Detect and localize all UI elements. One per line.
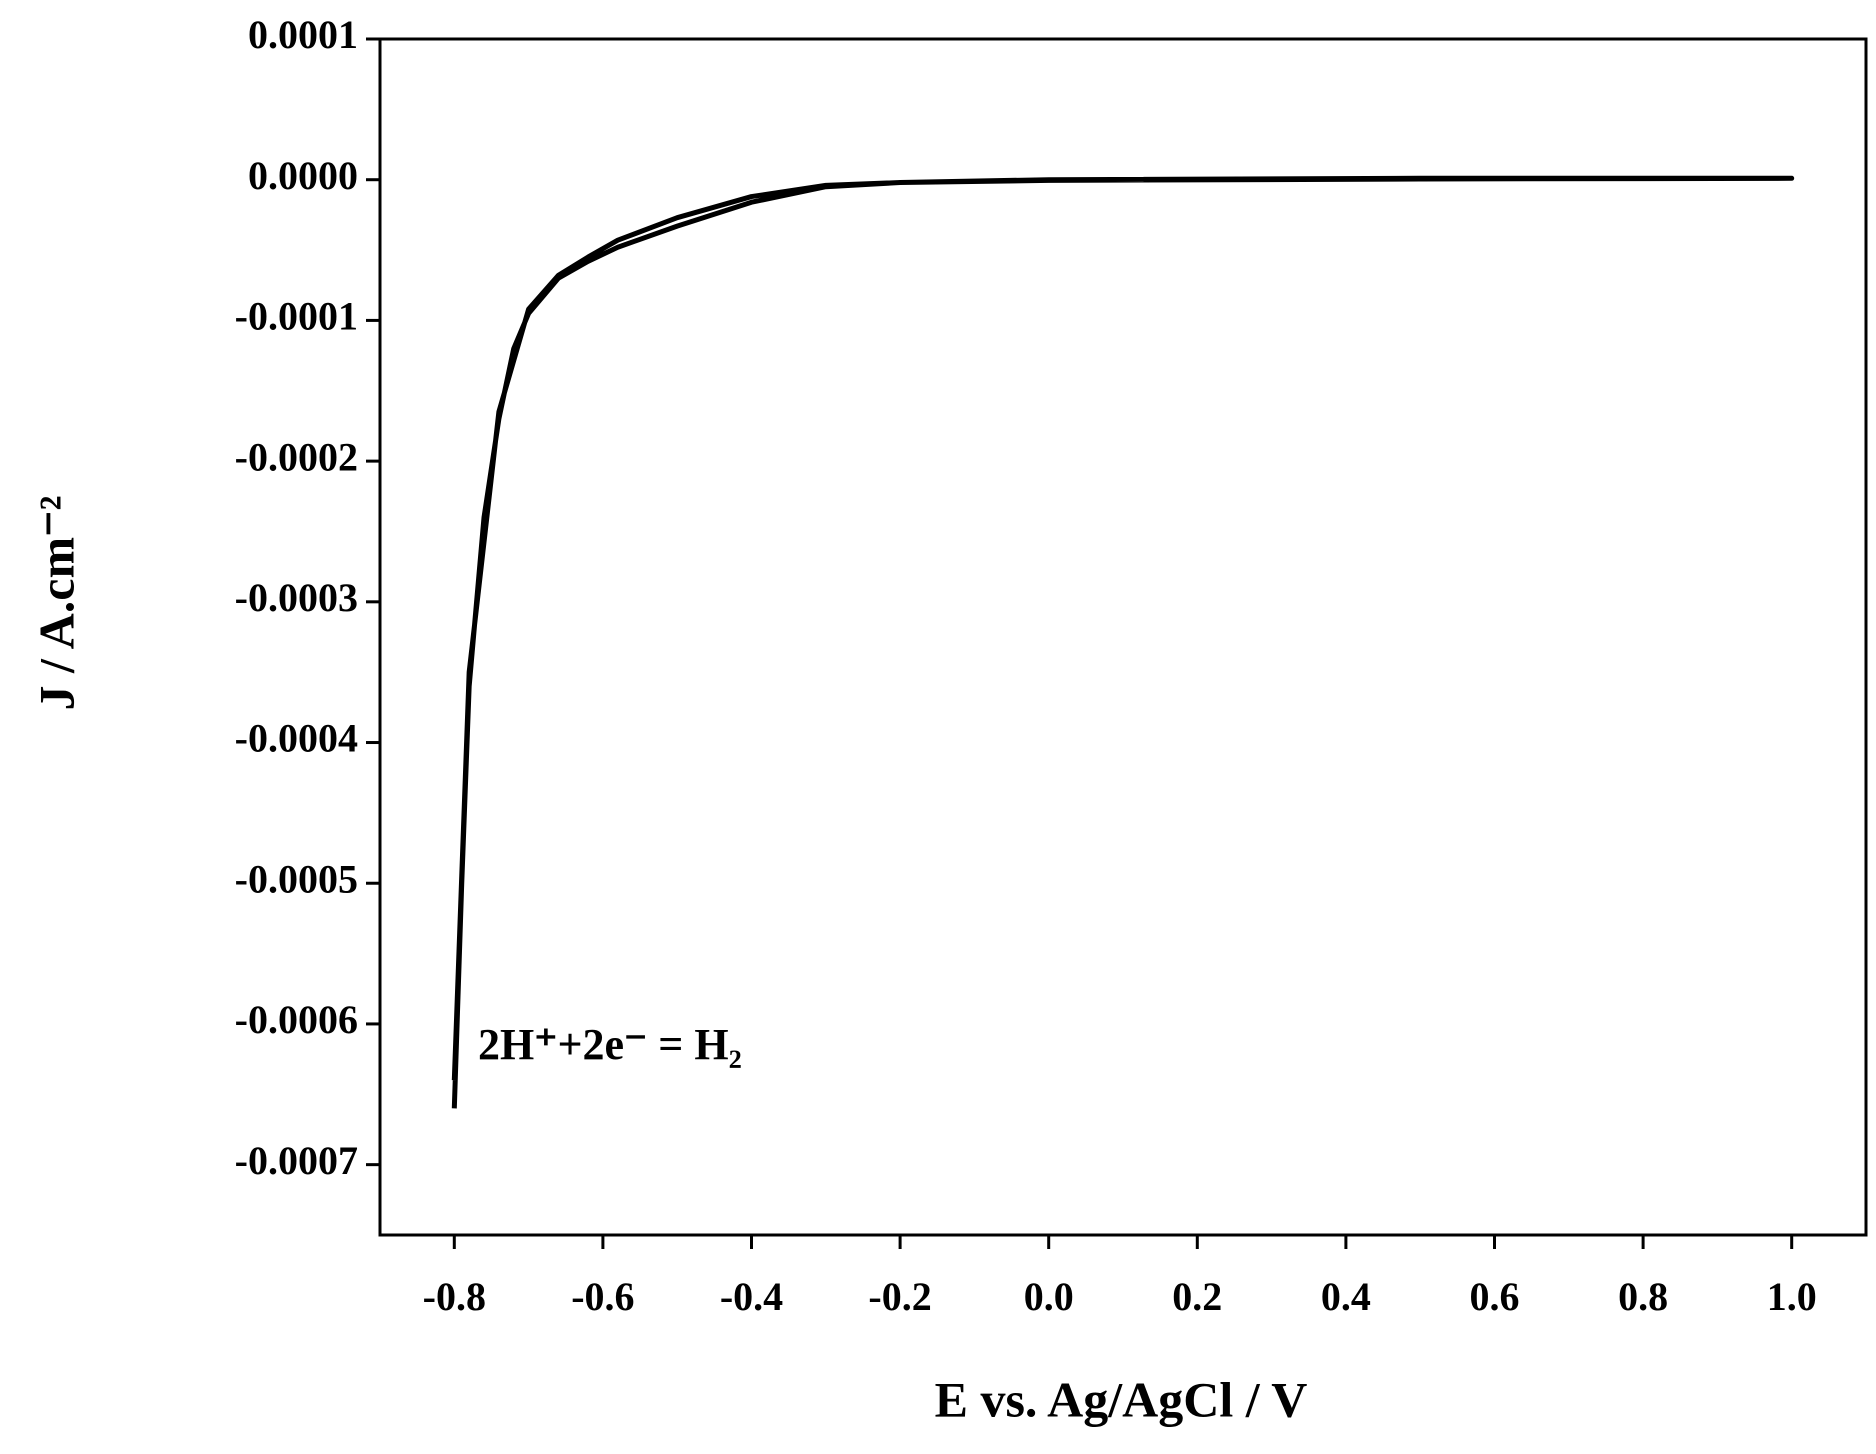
x-tick-label: 0.4 <box>1321 1274 1371 1319</box>
x-tick-label: -0.6 <box>571 1274 634 1319</box>
y-tick-label: -0.0006 <box>235 997 358 1042</box>
plot-frame <box>378 37 1868 1237</box>
y-tick-label: -0.0004 <box>235 716 358 761</box>
x-tick-label: 1.0 <box>1767 1274 1817 1319</box>
y-tick-label: 0.0001 <box>248 12 358 57</box>
x-tick-label: 0.8 <box>1618 1274 1668 1319</box>
x-tick-label: 0.0 <box>1024 1274 1074 1319</box>
x-axis-label: E vs. Ag/AgCl / V <box>935 1371 1308 1427</box>
y-tick-label: 0.0000 <box>248 153 358 198</box>
data-line <box>451 175 1795 1109</box>
x-tick-label: 0.6 <box>1470 1274 1520 1319</box>
y-tick-label: -0.0005 <box>235 856 358 901</box>
annotation: 2H⁺+2e⁻ = H₂ <box>478 1020 742 1069</box>
y-tick-label: -0.0002 <box>235 434 358 479</box>
y-axis-label: J / A.cm⁻² <box>28 496 84 711</box>
y-tick-label: -0.0007 <box>235 1138 358 1183</box>
x-tick-label: -0.8 <box>423 1274 486 1319</box>
y-tick-label: -0.0001 <box>235 294 358 339</box>
x-tick-label: -0.2 <box>868 1274 931 1319</box>
x-tick-label: -0.4 <box>720 1274 783 1319</box>
x-tick-label: 0.2 <box>1172 1274 1222 1319</box>
y-tick-label: -0.0003 <box>235 575 358 620</box>
